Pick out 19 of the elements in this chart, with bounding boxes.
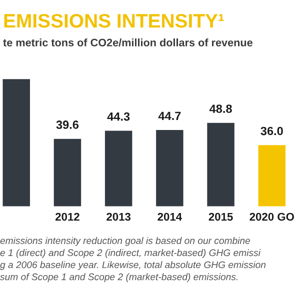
text: emissions intensity reduction goal is based on our combine e 1 (direct) and Scope 2 (indirect, market-based) GHG emissi g a 2006 baseline year. Likewise, total absolute GHG emission sum of Scope 1 and Scope 2 (market-based) emissions. [0,237,266,282]
bar [104,129,134,207]
data-label: 39.6 [56,120,79,129]
data-label: 44.3 [107,112,130,121]
bar [1,78,32,207]
x-tick-label: 2014 [158,212,182,221]
x-tick-label: 2012 [55,212,80,221]
bar [256,144,287,207]
chart-title: EMISSIONS INTENSITY¹ [4,14,224,28]
data-label: 44.7 [158,112,181,120]
data-label: 36.0 [260,126,283,136]
x-tick-label: 2013 [106,212,131,221]
bar [154,128,185,207]
chart-subtitle: te metric tons of CO2e/million dollars of revenue [3,38,252,47]
bar [206,122,236,207]
x-tick-label: 2015 [208,212,233,221]
bar [52,138,82,207]
x-tick-label: 2020 GO [250,212,294,221]
data-label: 48.8 [209,104,232,113]
